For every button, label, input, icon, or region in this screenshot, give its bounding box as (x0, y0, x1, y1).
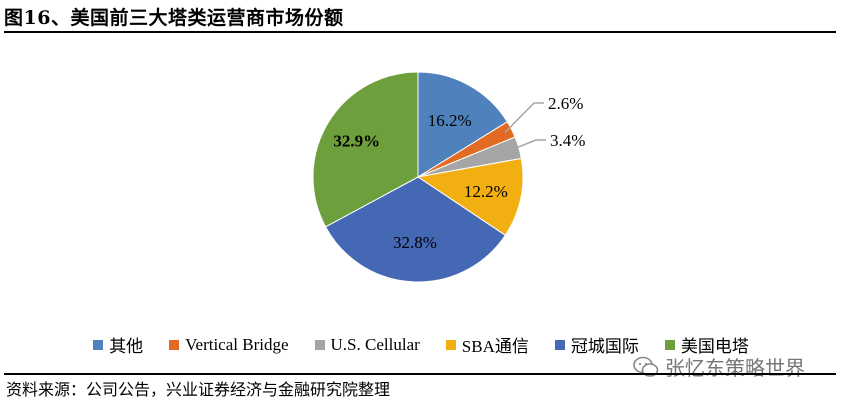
watermark: 张忆东策略世界 (633, 352, 805, 381)
legend-swatch (314, 339, 325, 350)
chart-title: 图16、美国前三大塔类运营商市场份额 (4, 7, 344, 29)
legend-item-6: 美国电塔 (664, 332, 749, 357)
legend-label: U.S. Cellular (330, 334, 420, 354)
legend-label: SBA通信 (461, 337, 529, 356)
legend-label: 美国电塔 (680, 337, 749, 356)
slice-label-2: 2.6% (548, 94, 583, 113)
legend-swatch (664, 339, 675, 350)
legend-swatch (93, 339, 104, 350)
slice-label-5: 32.8% (393, 233, 437, 252)
legend-item-1: 其他 (93, 332, 143, 357)
top-rule (4, 31, 836, 33)
pie-slice-1 (417, 71, 508, 178)
pie-slice-6 (312, 71, 419, 228)
watermark-text: 张忆东策略世界 (665, 356, 805, 380)
pie-slice-4 (416, 157, 524, 236)
leader-line-3 (511, 139, 546, 151)
legend-label: 其他 (109, 337, 144, 356)
legend-swatch (445, 339, 456, 350)
wechat-icon (633, 356, 659, 377)
slice-label-6: 32.9% (333, 131, 380, 150)
legend-label: 冠城国际 (570, 337, 639, 356)
legend-swatch (554, 339, 565, 350)
legend-item-4: SBA通信 (445, 332, 529, 357)
chart-legend: 其他 Vertical Bridge U.S. Cellular SBA通信 冠城国际 美… (0, 332, 842, 357)
slice-label-1: 16.2% (428, 111, 472, 130)
slice-label-4: 12.2% (464, 182, 508, 201)
legend-item-2: Vertical Bridge (169, 332, 289, 357)
pie-slice-5 (324, 176, 507, 283)
legend-item-3: U.S. Cellular (314, 332, 420, 357)
bottom-rule (4, 373, 836, 375)
legend-item-5: 冠城国际 (554, 332, 639, 357)
source-note: 资料来源：公司公告，兴业证券经济与金融研究院整理 (6, 380, 391, 399)
pie-chart: 16.2% 2.6% 3.4% 12.2% 32.8% 32.9% (312, 71, 585, 283)
slice-label-3: 3.4% (550, 131, 585, 150)
legend-label: Vertical Bridge (185, 334, 289, 354)
leader-line-2 (504, 102, 544, 134)
legend-swatch (169, 339, 180, 350)
